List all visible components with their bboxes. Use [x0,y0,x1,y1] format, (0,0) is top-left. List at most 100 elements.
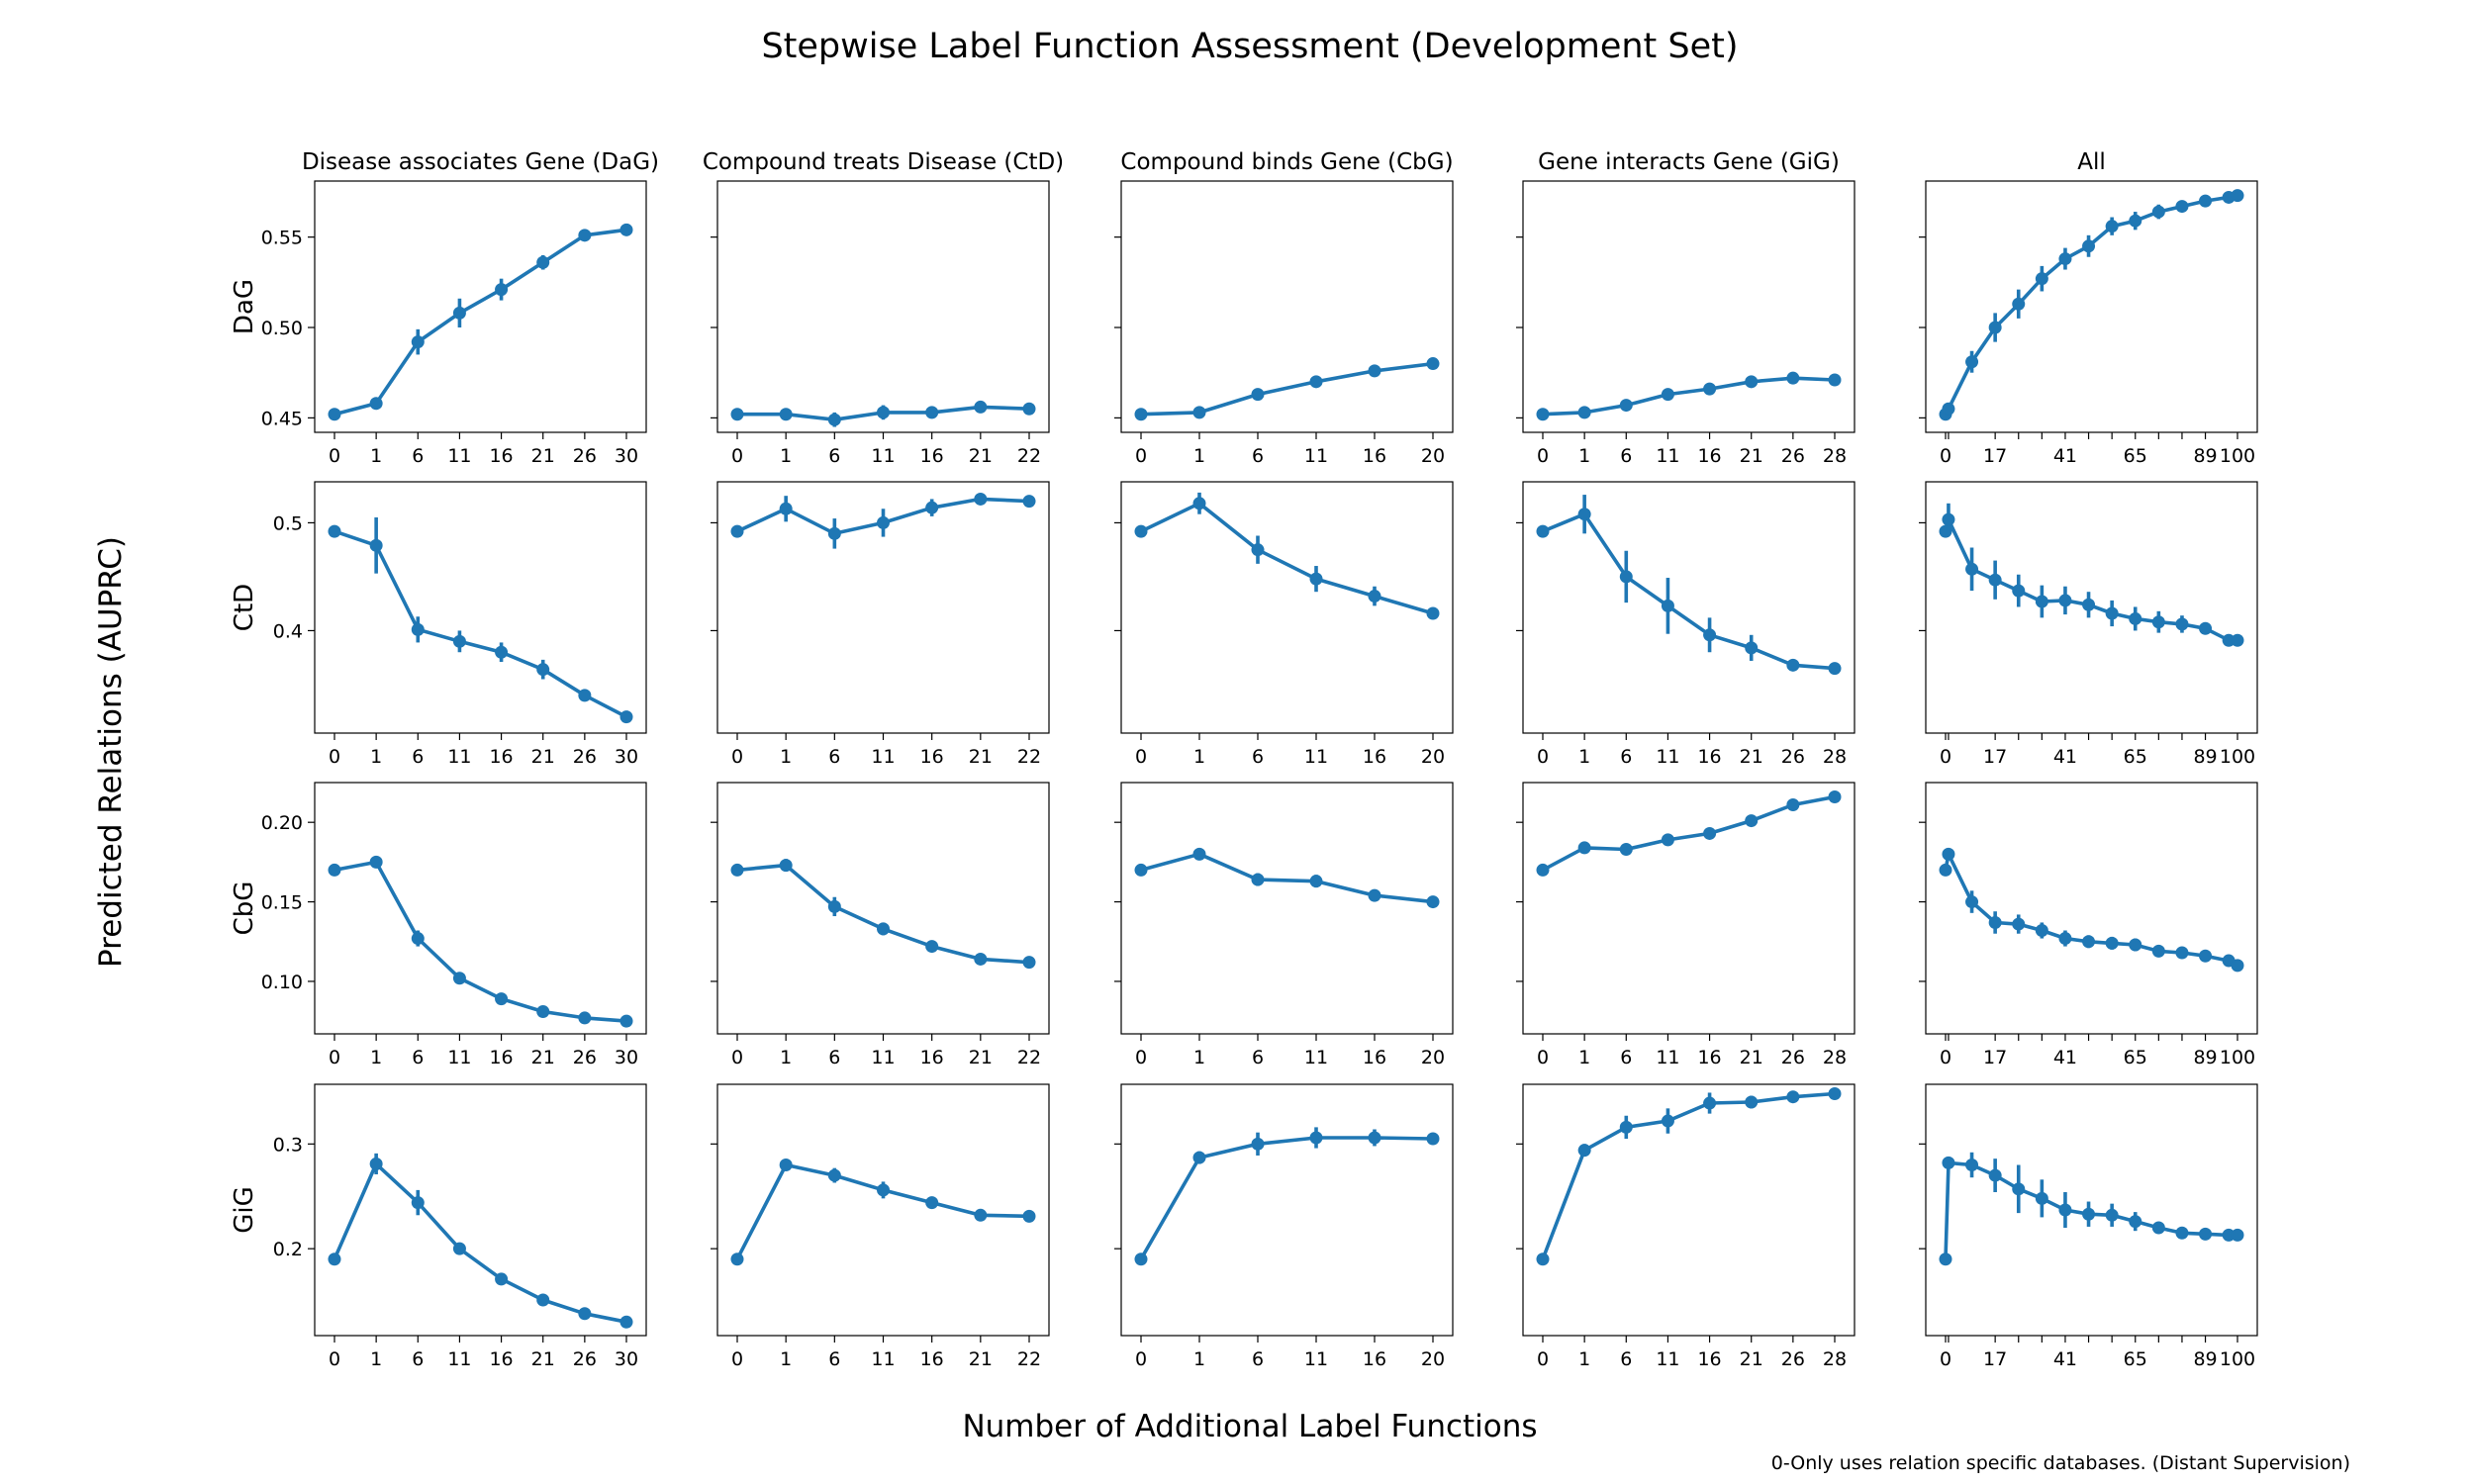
x-tick-label: 11 [871,445,895,467]
data-point [1661,833,1674,847]
data-point [925,501,939,514]
data-point [1134,524,1148,538]
data-point [730,408,744,421]
data-point [1661,1114,1674,1128]
data-point [1309,875,1323,888]
x-tick-label: 1 [780,746,792,768]
panel-ctd-2: 0 1 6 11 16 20 [1114,481,1454,768]
data-point [1619,843,1633,857]
data-point [2175,946,2189,960]
x-tick-label: 20 [1421,1047,1445,1068]
panel-cbg-3: 0 1 6 11 16 21 26 28 [1516,782,1856,1068]
data-point [619,1315,633,1329]
series-line [1139,1136,1434,1260]
panel-ctd-3: 0 1 6 11 16 21 26 28 [1516,481,1856,768]
panel-dag-2: 0 1 6 11 16 20 [1114,180,1454,467]
data-point [1536,863,1550,877]
x-tick-label: 1 [780,1348,792,1370]
data-point [578,1011,592,1025]
panel-gig-2: 0 1 6 11 16 20 [1114,1083,1454,1370]
panel-cbg-1: 0 1 6 11 16 21 22 [711,782,1050,1068]
data-point [1368,364,1381,378]
row-label-gig: GiG [230,1186,259,1234]
x-tick-label: 21 [531,445,555,467]
x-tick-label: 20 [1421,1348,1445,1370]
data-point [619,710,633,724]
data-point [536,1293,550,1307]
data-point [2012,584,2026,598]
data-point [411,932,425,946]
data-point [1703,382,1717,396]
data-point [2199,194,2213,208]
data-point [827,526,841,540]
x-tick-label: 22 [1017,1348,1041,1370]
column-title-3: Gene interacts Gene (GiG) [1538,149,1840,175]
x-tick-label: 21 [531,746,555,768]
data-point [411,1196,425,1210]
data-point [827,899,841,913]
data-point [1745,814,1759,828]
data-point [2082,1207,2096,1221]
x-tick-label: 1 [780,445,792,467]
data-point [730,524,744,538]
x-tick-label: 16 [1697,445,1721,467]
x-tick-label: 26 [1781,445,1805,467]
data-point [536,663,550,677]
panel-grid: Disease associates Gene (DaG) Compound tr… [230,149,2258,1370]
column-title-2: Compound binds Gene (CbG) [1120,149,1453,175]
data-point [2058,1203,2072,1217]
x-tick-label: 0 [1537,746,1549,768]
data-point [1536,524,1550,538]
panel-frame [716,180,1050,433]
data-point [1942,847,1955,861]
y-tick-label: 0.45 [261,408,303,429]
data-point [578,689,592,702]
x-tick-label: 11 [447,445,471,467]
x-tick-label: 21 [531,1348,555,1370]
panel-frame [314,180,647,433]
series-line [1944,852,2238,968]
data-point [1251,543,1265,557]
x-tick-label: 1 [1193,746,1205,768]
x-tick-label: 65 [2124,1047,2147,1068]
x-tick-label: 26 [573,1047,597,1068]
column-title-0: Disease associates Gene (DaG) [302,149,659,175]
x-tick-label: 65 [2124,445,2147,467]
y-tick-label: 0.3 [273,1134,303,1156]
panel-frame [314,782,647,1035]
x-tick-label: 1 [370,445,382,467]
x-tick-label: 11 [871,1047,895,1068]
data-point [779,408,793,421]
data-point [1745,375,1759,389]
panel-frame [1522,1083,1856,1337]
data-point [1786,1090,1800,1104]
data-point [1965,1158,1979,1171]
footnote: 0-Only uses relation specific databases.… [1771,1452,2350,1474]
panel-frame [1925,481,2258,734]
series-line [1140,501,1434,615]
series-line [333,529,627,719]
x-tick-label: 22 [1017,1047,1041,1068]
data-point [1022,956,1036,970]
panel-frame [314,1083,647,1337]
data-point [1577,508,1591,521]
data-point [1134,863,1148,877]
x-tick-label: 16 [1363,1047,1386,1068]
data-point [369,397,383,411]
x-tick-label: 26 [1781,1047,1805,1068]
x-tick-label: 0 [1940,1348,1951,1370]
data-point [1828,789,1842,803]
data-point [2231,189,2244,203]
x-tick-label: 21 [1740,1047,1763,1068]
panel-frame [1120,481,1454,734]
data-point [1988,573,2002,587]
panel-frame [1522,782,1856,1035]
data-point [1577,841,1591,855]
data-point [2175,1226,2189,1240]
panel-gig-3: 0 1 6 11 16 21 26 28 [1516,1083,1856,1370]
data-point [2129,1215,2142,1229]
figure-title: Stepwise Label Function Assessment (Deve… [761,27,1738,66]
data-point [1368,590,1381,603]
data-point [730,863,744,877]
